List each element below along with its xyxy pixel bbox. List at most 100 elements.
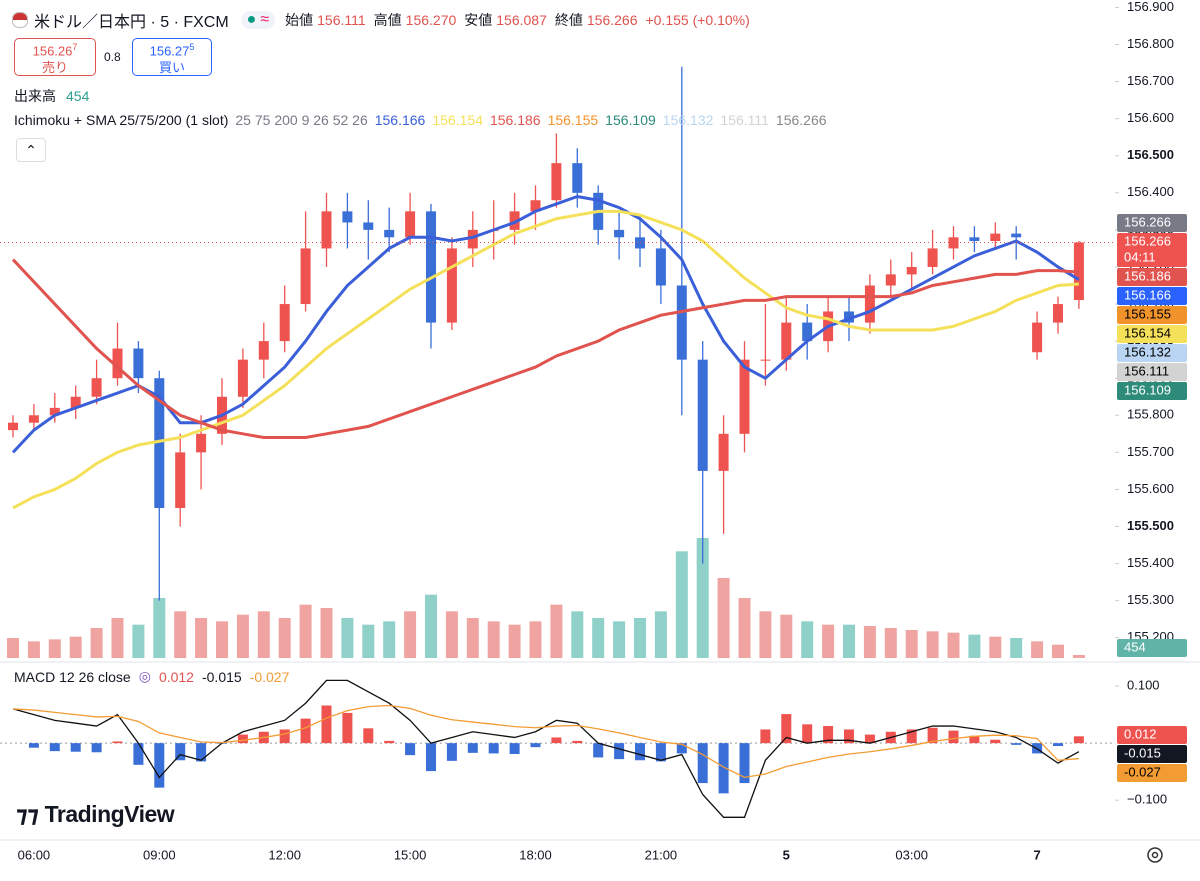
macd-histogram-bar: [112, 741, 123, 744]
y-tick-label: 155.700: [1127, 444, 1174, 459]
macd-tag-bg: [1117, 745, 1187, 763]
volume-bar: [801, 621, 814, 658]
indicator-value: 156.154: [432, 112, 483, 128]
buy-pip[interactable]: 5: [189, 42, 195, 52]
indicator-value: 156.186: [489, 112, 541, 128]
volume-bar: [69, 636, 82, 658]
logo-text: TradingView: [44, 801, 175, 827]
macd-histogram-bar: [551, 737, 562, 744]
settings-icon-ring[interactable]: [1147, 847, 1163, 863]
ohlc-value: 156.270: [405, 12, 457, 28]
indicator-value: 156.111: [720, 112, 769, 128]
price-tag-bg: [1117, 363, 1187, 381]
macd-histogram-bar: [279, 729, 290, 744]
buy-button[interactable]: 156.275 買い: [132, 38, 212, 76]
macd-legend: MACD 12 26 close ◎ 0.012 -0.015 -0.027: [14, 668, 289, 685]
macd-histogram-bar: [572, 740, 583, 744]
macd-histogram-bar: [1053, 743, 1063, 747]
candle-body: [154, 378, 165, 508]
ohlc-value: 156.111: [317, 12, 366, 28]
x-tick-label: 15:00: [394, 847, 427, 862]
macd-tag: -0.015: [1124, 745, 1161, 760]
price-tag: 156.111: [1124, 363, 1169, 378]
macd-histogram-bar: [467, 743, 478, 753]
macd-histogram-bar: [844, 729, 854, 744]
candle-body: [530, 200, 541, 212]
macd-histogram-bar: [823, 726, 834, 744]
macd-histogram-bar: [196, 743, 207, 762]
macd-histogram-bar: [91, 743, 102, 753]
macd-tag-bg: [1117, 726, 1187, 744]
volume-bar: [717, 578, 730, 658]
candle-body: [467, 229, 478, 249]
volume-bar: [341, 618, 354, 658]
indicator-value: 156.109: [605, 112, 656, 128]
macd-histogram-bar: [635, 743, 645, 761]
volume-bar: [90, 628, 103, 658]
symbol[interactable]: 米ドル／日本円 · 5 · FXCM: [34, 14, 229, 31]
x-tick-label: 03:00: [895, 847, 928, 862]
macd-legend-value: -0.015: [201, 668, 242, 685]
settings-icon[interactable]: [1147, 847, 1163, 863]
macd-histogram-bar: [509, 743, 520, 754]
macd-histogram-bar: [530, 743, 541, 748]
volume-bar: [571, 611, 584, 658]
y-tick-label: 155.300: [1127, 592, 1174, 607]
candle-body: [802, 322, 813, 342]
macd-histogram-bar: [237, 734, 248, 744]
sell-price[interactable]: 156.26: [32, 43, 73, 59]
candle-body: [927, 248, 938, 267]
candle-body: [342, 211, 353, 223]
price-tag-bg: [1117, 214, 1187, 232]
y-tick-label: 155.800: [1127, 407, 1174, 422]
buy-price[interactable]: 156.27: [149, 43, 190, 59]
candle-body: [718, 433, 729, 471]
macd-settings-icon[interactable]: ◎: [138, 668, 151, 684]
candle-body: [676, 285, 687, 360]
sell-pip[interactable]: 7: [72, 42, 78, 52]
macd-histogram-bar: [760, 729, 771, 744]
macd-histogram-bar: [70, 743, 81, 752]
price-tag-bg: [1117, 306, 1187, 324]
volume-bar: [404, 611, 417, 658]
status-icons: ● ≈: [240, 11, 276, 29]
volume-tag-bg: [1117, 639, 1187, 657]
macd-tag-bg: [1117, 764, 1187, 782]
volume-bar: [7, 638, 19, 658]
delay-icon: ≈: [260, 11, 270, 28]
candle-body: [760, 359, 771, 361]
ohlc-label: 始値: [285, 12, 314, 28]
candle-body: [49, 407, 60, 416]
macd-tag: 0.012: [1124, 726, 1157, 741]
sell-button[interactable]: 156.267 売り: [14, 38, 96, 76]
volume-bar: [759, 611, 772, 658]
price-tag: 156.186: [1124, 268, 1171, 283]
macd-line: [12, 679, 1080, 818]
candle-body: [91, 378, 102, 397]
candle-body: [969, 237, 980, 242]
macd-legend-value: 0.012: [158, 668, 194, 685]
y-tick-label: 156.600: [1127, 110, 1174, 125]
volume-bar: [1072, 654, 1085, 658]
sell-label[interactable]: 売り: [41, 60, 68, 76]
macd-histogram-bar: [28, 743, 39, 748]
x-tick-label: 09:00: [143, 847, 176, 862]
price-tag-bg: [1117, 287, 1187, 305]
candle-body: [446, 248, 457, 323]
settings-icon-core[interactable]: [1151, 851, 1159, 859]
volume-bar: [696, 538, 709, 658]
candle-body: [1011, 233, 1022, 238]
collapse-button[interactable]: ⌃: [16, 138, 46, 162]
volume-bar: [320, 608, 333, 658]
macd-legend-value: -0.027: [249, 668, 290, 685]
logo: ⁊⁊ TradingView: [16, 801, 175, 828]
y-tick-label: 156.400: [1127, 184, 1174, 199]
volume-bar: [947, 632, 960, 658]
volume-bar: [843, 624, 855, 658]
buy-label[interactable]: 買い: [158, 60, 185, 76]
countdown: 04:11: [1124, 249, 1156, 264]
candle-body: [990, 233, 1001, 242]
ohlc-label: 安値: [464, 12, 493, 28]
y-tick-label: −0.100: [1127, 792, 1167, 807]
